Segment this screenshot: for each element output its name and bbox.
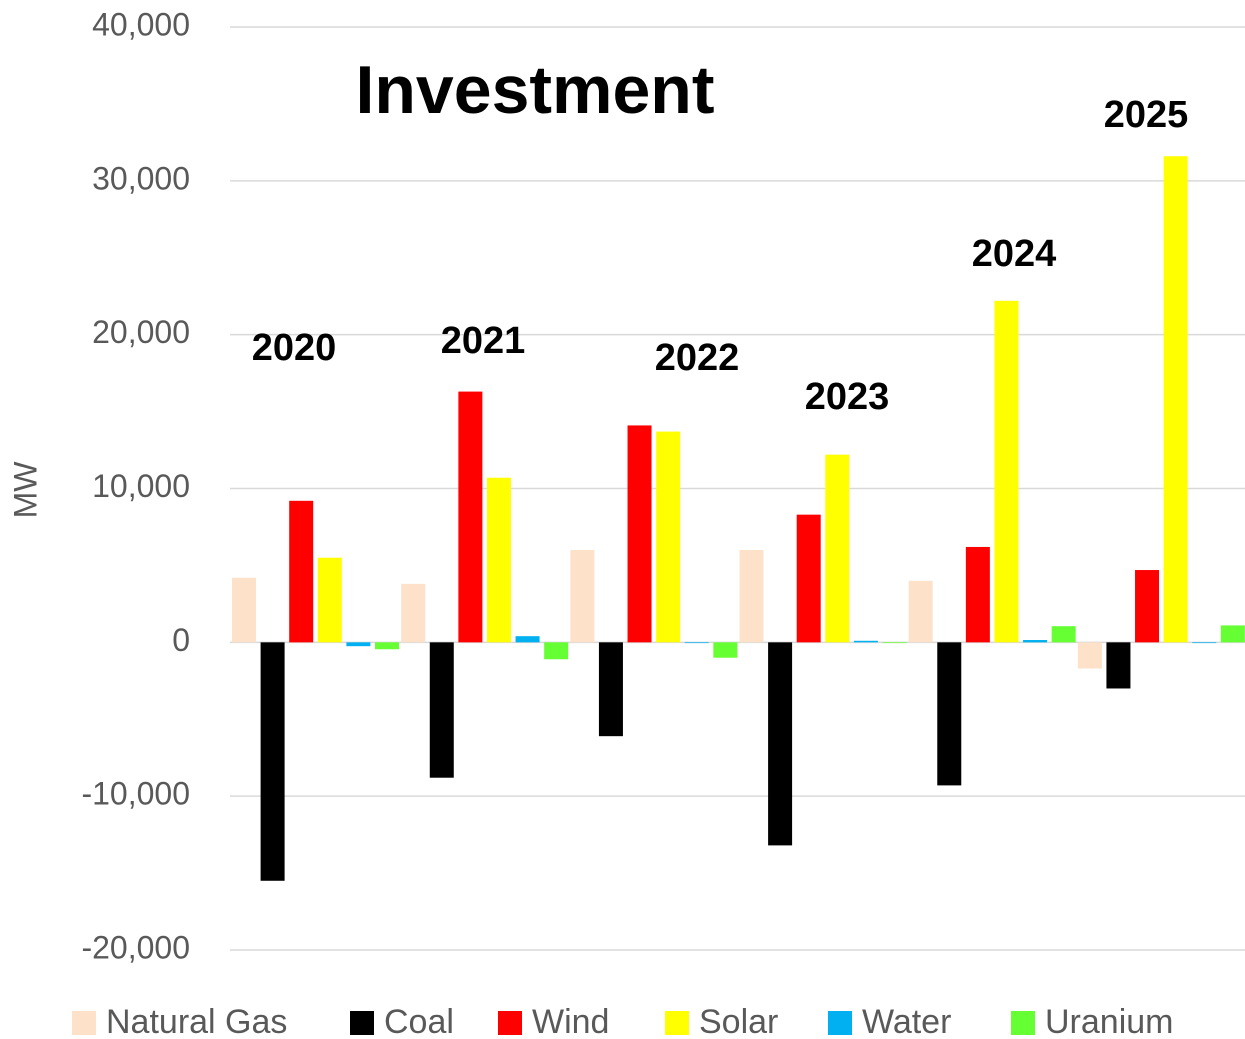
bar [486,477,511,643]
y-tick-label: 0 [172,622,190,658]
bar [684,642,709,644]
bar [598,642,623,737]
legend-label: Coal [384,1003,454,1039]
bar [289,500,314,643]
y-axis-label: MW [7,461,43,519]
bar [908,580,933,643]
bar [570,550,595,643]
y-tick-label: -20,000 [81,929,190,965]
y-tick-label: 30,000 [92,160,190,196]
bar [1077,642,1102,669]
y-tick-label: 10,000 [92,468,190,504]
bar [544,642,569,660]
legend-swatch [498,1011,522,1035]
bar [739,550,764,643]
bar [1192,642,1217,644]
bar [768,642,793,846]
bar [1051,626,1076,643]
chart-title: Investment [356,52,715,128]
bar [627,425,652,643]
y-tick-label: 40,000 [92,6,190,42]
bar [1023,640,1048,643]
bar [1106,642,1131,689]
bar [232,577,256,643]
legend-swatch [665,1011,689,1035]
bar [994,300,1019,643]
legend-swatch [828,1011,852,1035]
bar [1220,625,1245,643]
category-label: 2023 [805,376,890,418]
bar [937,642,962,786]
legend-label: Water [862,1003,951,1039]
legend-label: Wind [532,1003,609,1039]
bar [825,454,850,643]
bar [1163,156,1188,643]
bar [458,391,483,643]
bar [853,640,878,643]
bar [346,642,371,647]
legend-swatch [72,1011,96,1035]
legend-label: Uranium [1045,1003,1173,1039]
bar [796,514,821,643]
bar [260,642,285,881]
bar [656,431,681,643]
category-label: 2022 [655,337,740,379]
bar [965,546,990,643]
legend-swatch [350,1011,374,1035]
bar [882,642,907,644]
legend-label: Natural Gas [106,1003,287,1039]
bar [317,557,342,643]
legend-swatch [1011,1011,1035,1035]
bar [1135,570,1160,643]
category-label: 2021 [441,320,526,362]
bar [515,636,540,643]
bar [375,642,399,650]
bar [429,642,454,778]
category-label: 2020 [252,327,337,369]
category-label: 2024 [972,233,1057,275]
y-tick-label: 20,000 [92,314,190,350]
y-tick-label: -10,000 [81,776,190,812]
category-label: 2025 [1104,94,1189,136]
bar [401,583,426,643]
bar [713,642,738,658]
legend-label: Solar [699,1003,778,1039]
